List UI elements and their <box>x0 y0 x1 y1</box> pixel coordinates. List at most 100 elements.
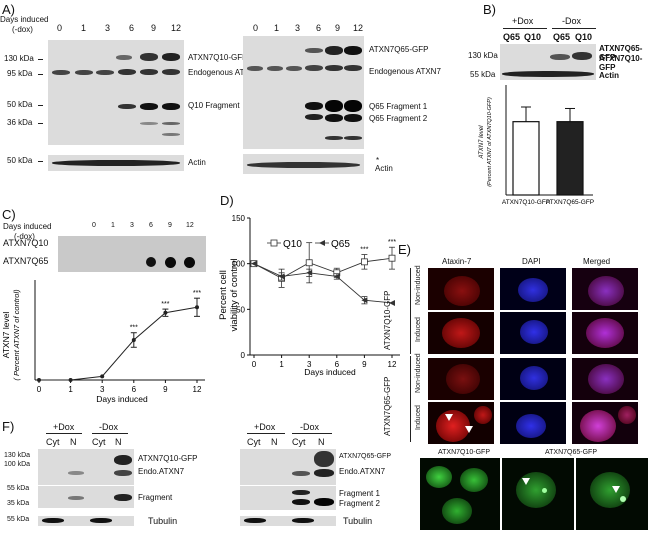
micrograph <box>572 402 638 444</box>
mw-marker: 130 kDa <box>468 51 498 60</box>
micrograph-green <box>502 458 574 530</box>
day-label: 6 <box>129 23 135 33</box>
micrograph <box>428 358 494 400</box>
lane-label: Cyt <box>92 437 106 447</box>
day-label: 6 <box>316 23 322 33</box>
dot-blot-row-label: ATXN7Q10 <box>3 238 49 248</box>
arrowhead-icon <box>612 486 620 493</box>
data-point <box>388 254 396 262</box>
day-label: 1 <box>111 222 115 229</box>
arrowhead-icon <box>445 414 453 421</box>
day-label: 1 <box>274 23 280 33</box>
bar <box>512 121 540 196</box>
day-label: 3 <box>295 23 301 33</box>
day-label: 12 <box>171 23 182 33</box>
x-tick-label: 3 <box>100 385 105 394</box>
row-label: Induced <box>415 405 422 430</box>
day-label: 0 <box>92 222 96 229</box>
western-blot-right <box>243 36 364 149</box>
day-label: 6 <box>149 222 153 229</box>
mw-marker: 95 kDa <box>7 69 33 78</box>
micrograph <box>572 358 638 400</box>
lane-label: Cyt <box>247 437 261 447</box>
y-tick-label: 0 <box>241 351 246 360</box>
x-tick-label: 0 <box>252 360 257 369</box>
panel-c-label: C) <box>2 207 16 222</box>
band-label: Endogenous ATXN7 <box>369 67 441 76</box>
data-point <box>305 259 313 267</box>
x-tick-label: 0 <box>37 385 42 394</box>
data-point <box>333 273 340 280</box>
day-label: 12 <box>353 23 364 33</box>
y-axis-label: ATXN7 level <box>479 125 485 160</box>
lane-label: Q65 <box>553 32 571 42</box>
band-label: Fragment 1 <box>339 489 380 498</box>
mw-marker: 50 kDa <box>7 156 33 165</box>
micrograph-green <box>576 458 648 530</box>
significance-label: *** <box>161 301 169 308</box>
x-tick-label: 12 <box>193 385 202 394</box>
x-tick-label: 9 <box>362 360 367 369</box>
column-header: Ataxin-7 <box>442 257 472 266</box>
data-point <box>251 260 257 267</box>
x-axis-label: Days induced <box>96 394 148 404</box>
lane-label: Cyt <box>292 437 306 447</box>
data-point <box>360 258 368 266</box>
x-tick-label: 6 <box>132 385 137 394</box>
lane-label: N <box>70 437 77 447</box>
data-point <box>195 305 199 310</box>
band-label: ATXN7Q65-GFP <box>369 45 429 54</box>
band-label: Tubulin <box>343 516 373 526</box>
western-blot-f-left-tubulin <box>38 516 134 526</box>
data-point <box>389 299 395 306</box>
micrograph <box>428 268 494 310</box>
y-axis-label: Percent cell <box>218 270 229 320</box>
plus-dox-label: +Dox <box>53 422 75 432</box>
minus-dox-label: -Dox <box>300 422 320 432</box>
legend-label: Q65 <box>331 239 350 250</box>
bottom-label: ATXN7Q10-GFP <box>438 449 490 456</box>
row-label: Non-induced <box>415 265 422 305</box>
group-label: ATXN7Q10-GFP <box>383 290 392 350</box>
dot-blot <box>58 236 206 272</box>
lane-label: N <box>115 437 122 447</box>
band-label: Endogenous ATXN7 <box>188 68 260 77</box>
asterisk-label: * <box>376 156 380 165</box>
mw-marker: 36 kDa <box>7 118 33 127</box>
band-label: Endo.ATXN7 <box>339 467 386 476</box>
day-label: 9 <box>151 23 157 33</box>
data-point <box>163 310 168 315</box>
x-axis-label: Days induced <box>304 367 356 377</box>
band-label: Fragment <box>138 493 173 502</box>
data-point <box>37 378 41 382</box>
y-axis-label: ATXN7 level <box>1 312 11 359</box>
data-point <box>278 273 285 280</box>
data-point <box>131 338 136 342</box>
western-blot-f-left <box>38 449 134 485</box>
legend-label: Q10 <box>283 239 302 250</box>
day-label: 3 <box>130 222 134 229</box>
dox-label: (-dox) <box>12 25 33 34</box>
band-label: Actin <box>599 71 619 80</box>
series-line <box>253 263 393 304</box>
western-blot-b-actin <box>500 68 596 80</box>
significance-label: *** <box>130 325 138 332</box>
days-induced-title: Days induced <box>0 15 49 24</box>
significance-label: *** <box>193 290 201 297</box>
panel-f-label: F) <box>2 419 15 434</box>
data-point <box>100 374 105 379</box>
lane-label: N <box>271 437 278 447</box>
band-label: ATXN7Q65-GFP <box>339 453 391 460</box>
day-label: 9 <box>335 23 341 33</box>
series-line <box>253 257 393 279</box>
micrograph <box>500 312 566 354</box>
x-tick-label: ATXN7Q65-GFP <box>546 199 594 206</box>
column-header: Merged <box>583 257 611 266</box>
micrograph <box>500 358 566 400</box>
mw-marker: 55 kDa <box>470 70 496 79</box>
lane-label: N <box>318 437 325 447</box>
mw-marker: 130 kDa <box>4 452 31 459</box>
western-blot-b <box>500 44 596 68</box>
x-tick-label: 3 <box>307 360 312 369</box>
band-label: ATXN7Q10-GFP <box>188 53 248 62</box>
